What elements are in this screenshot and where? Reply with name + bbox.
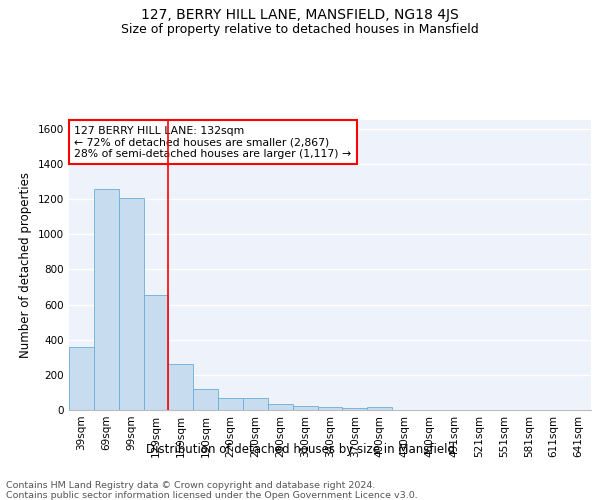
Bar <box>343 408 367 410</box>
Text: Size of property relative to detached houses in Mansfield: Size of property relative to detached ho… <box>121 22 479 36</box>
Y-axis label: Number of detached properties: Number of detached properties <box>19 172 32 358</box>
Bar <box>268 404 293 410</box>
Bar <box>317 408 343 410</box>
Text: 127, BERRY HILL LANE, MANSFIELD, NG18 4JS: 127, BERRY HILL LANE, MANSFIELD, NG18 4J… <box>141 8 459 22</box>
Text: 127 BERRY HILL LANE: 132sqm
← 72% of detached houses are smaller (2,867)
28% of : 127 BERRY HILL LANE: 132sqm ← 72% of det… <box>74 126 352 159</box>
Bar <box>193 389 218 410</box>
Bar <box>218 398 243 410</box>
Bar <box>143 295 169 410</box>
Text: Distribution of detached houses by size in Mansfield: Distribution of detached houses by size … <box>146 442 455 456</box>
Bar <box>367 408 392 410</box>
Bar <box>69 346 94 410</box>
Bar <box>243 398 268 410</box>
Text: Contains HM Land Registry data © Crown copyright and database right 2024.
Contai: Contains HM Land Registry data © Crown c… <box>6 480 418 500</box>
Bar <box>119 198 143 410</box>
Bar <box>169 364 193 410</box>
Bar <box>293 406 317 410</box>
Bar <box>94 190 119 410</box>
